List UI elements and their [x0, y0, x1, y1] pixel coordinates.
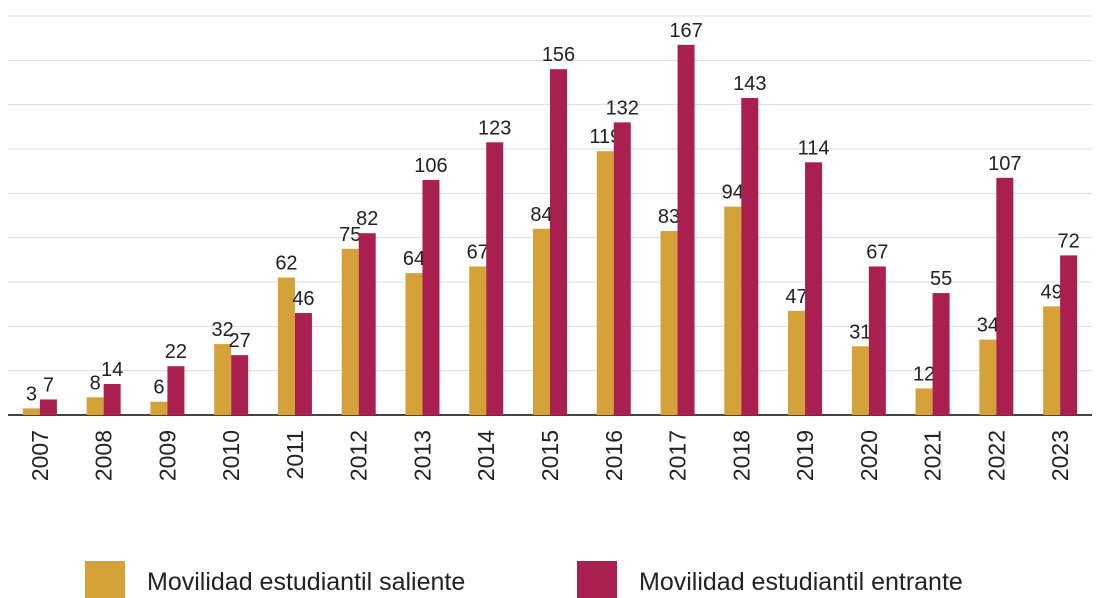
bar — [294, 313, 312, 415]
bar — [660, 231, 678, 415]
x-tick-label: 2007 — [27, 430, 53, 481]
value-label: 72 — [1057, 230, 1079, 252]
value-label: 49 — [1040, 281, 1062, 303]
bar — [469, 266, 487, 415]
value-label: 7 — [43, 374, 54, 396]
bar — [788, 310, 806, 415]
value-label: 75 — [339, 224, 361, 246]
value-label: 67 — [467, 241, 489, 263]
value-label: 14 — [101, 359, 123, 381]
x-tick-label: 2017 — [665, 430, 691, 481]
value-label: 64 — [403, 248, 425, 270]
legend-label: Movilidad estudiantil entrante — [639, 568, 963, 596]
value-label: 156 — [542, 44, 575, 66]
x-tick-label: 2008 — [91, 430, 117, 481]
bar — [741, 98, 759, 416]
bar — [358, 233, 376, 415]
value-label: 6 — [153, 377, 164, 399]
x-tick-label: 2021 — [920, 430, 946, 481]
value-label: 132 — [606, 97, 639, 119]
bar — [677, 44, 695, 416]
legend-swatch — [85, 561, 125, 598]
value-label: 47 — [785, 286, 807, 308]
value-label: 82 — [356, 208, 378, 230]
bar — [486, 142, 504, 415]
value-label: 3 — [26, 383, 37, 405]
bar — [1043, 306, 1061, 415]
bar — [550, 69, 567, 415]
bar — [86, 397, 104, 415]
bar — [533, 228, 550, 415]
value-label: 8 — [90, 372, 101, 394]
bar — [150, 401, 168, 415]
x-tick-label: 2009 — [154, 430, 180, 481]
value-label: 94 — [722, 182, 744, 204]
bar — [851, 346, 869, 415]
value-label: 84 — [530, 204, 552, 226]
bar — [996, 177, 1014, 415]
bar — [231, 355, 249, 415]
x-tick-label: 2019 — [792, 430, 818, 481]
value-label: 12 — [913, 363, 935, 385]
bar — [868, 266, 886, 415]
value-label: 55 — [930, 268, 952, 290]
bar — [805, 162, 823, 415]
x-tick-label: 2014 — [473, 430, 499, 481]
value-label: 106 — [414, 155, 447, 177]
x-tick-label: 2020 — [856, 430, 882, 481]
bar — [405, 273, 423, 415]
value-label: 22 — [165, 341, 187, 363]
bar — [341, 248, 359, 415]
value-label: 143 — [733, 73, 766, 95]
x-tick-label: 2022 — [983, 430, 1009, 481]
x-tick-label: 2015 — [537, 430, 563, 481]
bar — [22, 408, 40, 415]
bar — [103, 383, 121, 415]
value-label: 119 — [589, 126, 621, 148]
x-tick-label: 2013 — [409, 430, 435, 481]
value-label: 62 — [275, 253, 297, 275]
x-tick-label: 2011 — [282, 430, 308, 479]
value-label: 67 — [866, 241, 888, 263]
value-label: 27 — [229, 330, 251, 352]
value-label: 167 — [669, 20, 702, 42]
value-label: 114 — [798, 137, 830, 159]
value-label: 31 — [849, 321, 871, 343]
value-label: 46 — [292, 288, 314, 310]
x-tick-label: 2012 — [346, 430, 372, 481]
bar — [39, 399, 57, 415]
value-label: 32 — [212, 319, 234, 341]
x-tick-label: 2016 — [601, 430, 627, 481]
bar — [596, 151, 614, 415]
bar — [167, 366, 185, 415]
bar — [979, 339, 997, 415]
x-tick-label: 2010 — [218, 430, 244, 481]
bar — [915, 388, 933, 415]
value-label: 34 — [977, 315, 999, 337]
legend-swatch — [577, 561, 617, 598]
x-tick-label: 2018 — [728, 430, 754, 481]
bar — [724, 206, 742, 415]
bar — [214, 344, 232, 415]
bar — [277, 277, 295, 415]
bar — [932, 293, 950, 415]
bar — [613, 122, 631, 416]
x-tick-label: 2023 — [1047, 430, 1073, 481]
legend-label: Movilidad estudiantil saliente — [147, 568, 465, 596]
bar — [422, 180, 440, 415]
value-label: 107 — [988, 153, 1021, 175]
value-label: 123 — [478, 117, 511, 139]
bar — [1060, 255, 1078, 415]
value-label: 83 — [658, 206, 680, 228]
